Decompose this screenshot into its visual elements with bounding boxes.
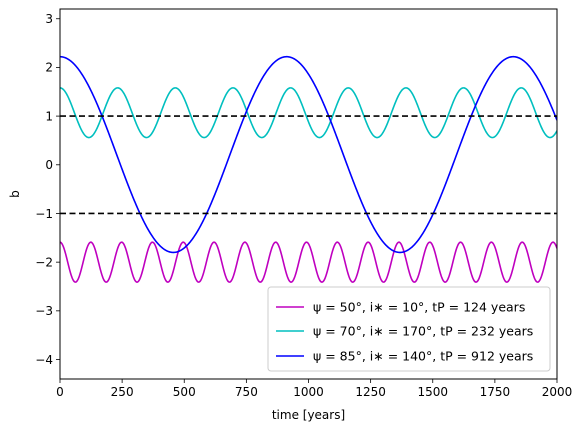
- x-tick-label: 250: [111, 385, 134, 399]
- x-tick-label: 1750: [480, 385, 511, 399]
- legend: ψ = 50°, i∗ = 10°, tP = 124 years ψ = 70°…: [267, 286, 551, 372]
- legend-label-3: ψ = 85°, i∗ = 140°, tP = 912 years: [313, 349, 533, 364]
- x-tick-label: 750: [235, 385, 258, 399]
- legend-box: [267, 286, 551, 372]
- x-tick-label: 1000: [293, 385, 324, 399]
- reference-lines: [60, 115, 557, 215]
- y-tick-label: −2: [35, 255, 53, 269]
- x-tick-label: 1500: [417, 385, 448, 399]
- y-tick-label: 2: [45, 61, 53, 75]
- x-tick-label: 1250: [355, 385, 386, 399]
- y-axis-ticks: −4 −3 −2 −1 0 1 2 3: [35, 12, 60, 367]
- y-tick-label: 3: [45, 12, 53, 26]
- x-axis-label: time [years]: [272, 408, 345, 422]
- x-tick-label: 0: [56, 385, 64, 399]
- y-tick-label: −4: [35, 353, 53, 367]
- legend-label-2: ψ = 70°, i∗ = 170°, tP = 232 years: [313, 324, 533, 339]
- series-line-2: [60, 87, 557, 139]
- legend-label-1: ψ = 50°, i∗ = 10°, tP = 124 years: [313, 300, 525, 315]
- y-tick-label: −1: [35, 207, 53, 221]
- x-tick-label: 2000: [542, 385, 573, 399]
- series-layer: [60, 55, 557, 283]
- x-tick-label: 500: [173, 385, 196, 399]
- x-axis-ticks: 0 250 500 750 1000 1250 1500 1750 2000: [56, 379, 572, 399]
- y-tick-label: 0: [45, 158, 53, 172]
- series-line-1: [60, 241, 557, 283]
- y-tick-label: −3: [35, 304, 53, 318]
- y-tick-label: 1: [45, 109, 53, 123]
- y-axis-label: b: [8, 190, 22, 198]
- series-line-3: [60, 55, 557, 254]
